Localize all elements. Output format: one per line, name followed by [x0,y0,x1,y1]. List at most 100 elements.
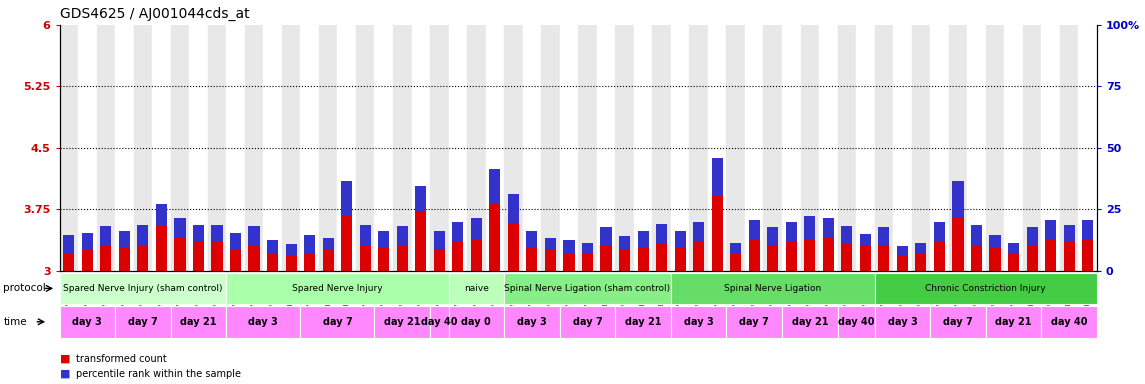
Bar [934,222,945,242]
Bar [838,25,856,271]
Bar [767,227,779,245]
Bar [842,227,852,244]
Text: Spared Nerve Injury: Spared Nerve Injury [292,284,382,293]
Text: ■: ■ [60,369,70,379]
Bar [693,222,704,242]
Bar [527,248,537,271]
Bar [171,25,189,271]
Bar [915,243,926,253]
Bar [81,250,93,271]
Bar [416,186,426,211]
Text: day 21: day 21 [791,317,828,327]
Bar [396,227,408,246]
Text: day 7: day 7 [572,317,602,327]
Bar [230,233,242,250]
Bar [467,25,485,271]
Bar [897,246,908,256]
Bar [986,25,1004,271]
Bar [119,230,129,248]
Bar [81,233,93,250]
Text: day 21: day 21 [995,317,1032,327]
Bar [485,25,504,271]
Bar [615,25,634,271]
Text: day 40: day 40 [1051,317,1088,327]
Text: percentile rank within the sample: percentile rank within the sample [76,369,240,379]
Text: day 7: day 7 [740,317,769,327]
Bar [508,223,519,271]
Bar [305,235,315,253]
Text: day 3: day 3 [518,317,547,327]
Bar [78,25,96,271]
Bar [1027,227,1037,245]
Bar [600,245,611,271]
Bar [875,25,893,271]
Bar [582,243,593,253]
Bar [785,222,797,242]
Bar [1082,240,1093,271]
Bar [893,25,911,271]
Bar [434,248,445,271]
Bar [156,204,167,226]
Bar [471,240,482,271]
Bar [116,25,134,271]
Bar [597,25,615,271]
Bar [119,248,129,271]
Bar [671,25,689,271]
Bar [338,25,356,271]
Bar [212,225,222,242]
Bar [1079,25,1097,271]
Text: day 3: day 3 [72,317,102,327]
Bar [619,248,630,271]
Bar [782,25,800,271]
Bar [785,242,797,271]
Bar [878,245,890,271]
Bar [619,236,630,248]
Bar [1060,25,1079,271]
Bar [563,253,575,271]
Text: Chronic Constriction Injury: Chronic Constriction Injury [925,284,1047,293]
Bar [989,248,1001,271]
Bar [563,240,575,253]
Bar [452,242,464,271]
Bar [137,245,149,271]
Text: day 3: day 3 [684,317,713,327]
Text: Spinal Nerve Ligation: Spinal Nerve Ligation [724,284,821,293]
Bar [248,246,260,271]
Text: protocol: protocol [3,283,46,293]
Bar [656,224,668,244]
Bar [305,253,315,271]
Bar [341,215,353,271]
Bar [689,25,708,271]
Bar [360,225,371,245]
Bar [263,25,282,271]
Bar [285,244,297,256]
Text: time: time [3,317,27,327]
Bar [819,25,838,271]
Bar [911,25,930,271]
Bar [693,242,704,271]
Bar [878,227,890,245]
Bar [1064,225,1075,242]
Bar [471,218,482,240]
Bar [431,25,449,271]
Bar [764,25,782,271]
Bar [634,25,653,271]
Bar [542,25,560,271]
Bar [508,194,519,223]
Text: ■: ■ [60,354,70,364]
Bar [708,25,726,271]
Bar [711,159,722,195]
Bar [245,25,263,271]
Bar [452,222,464,242]
Bar [656,244,668,271]
Bar [804,240,815,271]
Text: day 40: day 40 [421,317,458,327]
Bar [63,254,74,271]
Bar [856,25,875,271]
Text: naive: naive [464,284,489,293]
Bar [971,225,982,245]
Bar [101,227,111,246]
Bar [578,25,597,271]
Text: day 7: day 7 [128,317,158,327]
Bar [174,238,185,271]
